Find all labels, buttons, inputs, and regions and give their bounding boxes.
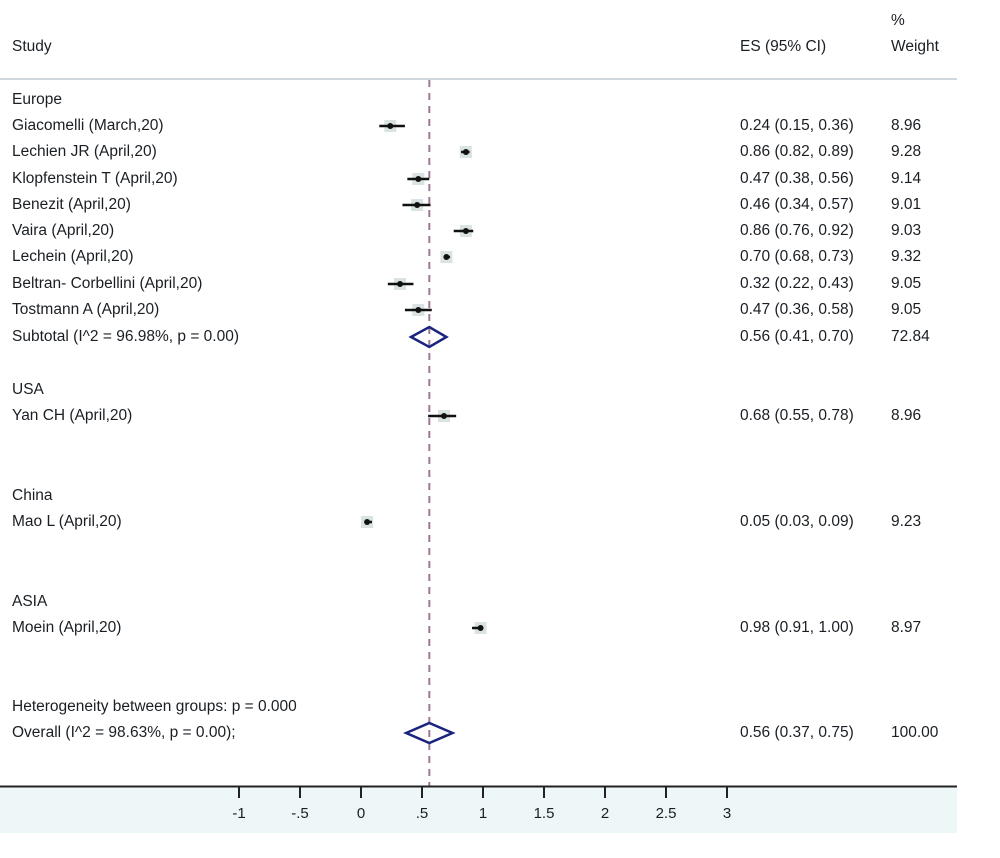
overall-weight: 100.00: [891, 724, 939, 741]
study-point: [462, 228, 469, 234]
study-weight: 9.03: [891, 222, 922, 239]
study-label: Beltran- Corbellini (April,20): [12, 275, 203, 292]
group-label: Europe: [12, 91, 62, 108]
heterogeneity-label: Heterogeneity between groups: p = 0.000: [12, 698, 297, 715]
study-point: [387, 123, 394, 129]
subtotal-weight: 72.84: [891, 328, 930, 345]
study-label: Vaira (April,20): [12, 222, 115, 239]
study-point: [443, 254, 450, 260]
group-label: ASIA: [12, 593, 48, 610]
study-point: [364, 519, 371, 525]
x-tick-label: 2.5: [656, 805, 677, 822]
study-weight: 9.05: [891, 301, 922, 318]
study-point: [415, 307, 422, 313]
study-label: Giacomelli (March,20): [12, 117, 164, 134]
study-weight: 9.05: [891, 275, 922, 292]
study-weight: 9.28: [891, 143, 922, 160]
study-es: 0.46 (0.34, 0.57): [740, 196, 854, 213]
study-weight: 8.96: [891, 117, 922, 134]
study-weight: 9.32: [891, 248, 922, 265]
group-label: China: [12, 487, 53, 504]
study-label: Lechein (April,20): [12, 248, 134, 265]
study-es: 0.47 (0.38, 0.56): [740, 170, 854, 187]
x-tick-label: -.5: [291, 805, 309, 822]
overall-label: Overall (I^2 = 98.63%, p = 0.00);: [12, 724, 236, 741]
study-es: 0.98 (0.91, 1.00): [740, 619, 854, 636]
x-tick-label: .5: [416, 805, 429, 822]
study-point: [415, 176, 422, 182]
study-es: 0.70 (0.68, 0.73): [740, 248, 854, 265]
study-weight: 9.23: [891, 513, 922, 530]
overall-es: 0.56 (0.37, 0.75): [740, 724, 854, 741]
column-header-study: Study: [12, 38, 52, 55]
study-weight: 9.14: [891, 170, 922, 187]
study-point: [440, 413, 447, 419]
x-tick-label: 1: [479, 805, 487, 822]
axis-band: [0, 787, 957, 833]
study-es: 0.05 (0.03, 0.09): [740, 513, 854, 530]
study-label: Tostmann A (April,20): [12, 301, 160, 318]
study-label: Lechien JR (April,20): [12, 143, 157, 160]
x-tick-label: -1: [232, 805, 245, 822]
study-es: 0.68 (0.55, 0.78): [740, 407, 854, 424]
study-es: 0.47 (0.36, 0.58): [740, 301, 854, 318]
x-tick-label: 1.5: [534, 805, 555, 822]
x-tick-label: 3: [723, 805, 731, 822]
study-point: [477, 625, 484, 631]
study-label: Moein (April,20): [12, 619, 122, 636]
study-point: [397, 281, 404, 287]
study-es: 0.86 (0.76, 0.92): [740, 222, 854, 239]
study-es: 0.32 (0.22, 0.43): [740, 275, 854, 292]
subtotal-label: Subtotal (I^2 = 96.98%, p = 0.00): [12, 328, 240, 345]
column-header-weight: Weight: [891, 38, 939, 55]
x-tick-label: 0: [357, 805, 365, 822]
study-point: [462, 149, 469, 155]
study-es: 0.86 (0.82, 0.89): [740, 143, 854, 160]
study-weight: 9.01: [891, 196, 922, 213]
subtotal-diamond: [408, 325, 449, 349]
study-weight: 8.96: [891, 407, 922, 424]
column-header-es: ES (95% CI): [740, 38, 827, 55]
group-label: USA: [12, 381, 44, 398]
header-separator: [0, 78, 957, 80]
column-header-weight-percent: %: [891, 12, 905, 29]
study-point: [414, 202, 421, 208]
subtotal-es: 0.56 (0.41, 0.70): [740, 328, 854, 345]
study-es: 0.24 (0.15, 0.36): [740, 117, 854, 134]
study-label: Benezit (April,20): [12, 196, 131, 213]
study-weight: 8.97: [891, 619, 922, 636]
overall-diamond: [402, 721, 456, 745]
study-label: Klopfenstein T (April,20): [12, 170, 178, 187]
x-tick-label: 2: [601, 805, 609, 822]
study-label: Mao L (April,20): [12, 513, 122, 530]
study-label: Yan CH (April,20): [12, 407, 133, 424]
